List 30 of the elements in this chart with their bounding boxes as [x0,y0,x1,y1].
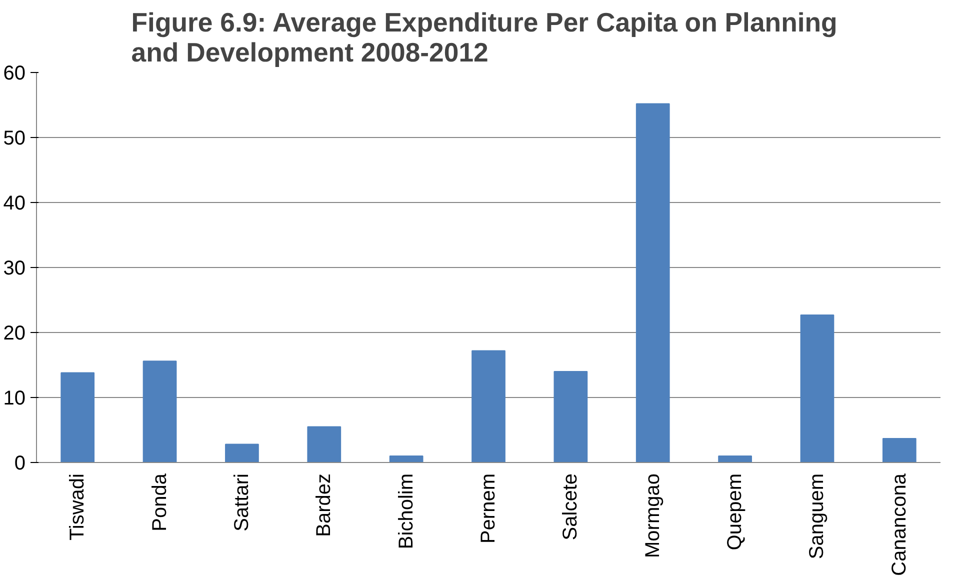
x-tick-label: Pernem [478,474,500,544]
y-tick-label: 10 [3,388,26,410]
bar [800,314,834,462]
y-tick-label: 30 [3,258,26,280]
x-tick-label: Tiswadi [66,473,89,541]
y-tick-label: 50 [3,128,26,150]
chart-title: Figure 6.9: Average Expenditure Per Capita on Planning and Development 2008-2012 [131,8,838,68]
x-tick-label: Ponda [148,472,171,532]
y-tick-label: 40 [3,192,26,214]
bar [636,103,670,462]
x-tick-label: Bicholim [395,474,418,550]
y-tick-label: 0 [14,452,26,474]
bar [307,426,342,462]
y-tick-label: 20 [3,322,26,344]
bar [225,444,259,462]
x-tick-label: Mormgao [642,473,664,558]
bar [60,372,95,462]
x-tick-label: Quepem [724,473,746,550]
x-tick-label: Sanguem [806,473,828,560]
bar [142,360,177,462]
x-tick-label: Sattari [230,473,253,532]
bar [389,456,424,462]
x-tick-label: Canancona [888,472,910,576]
x-tick-label: Salcete [560,473,582,540]
bar [472,350,506,462]
bar [718,456,752,462]
x-tick-label: Bardez [313,473,336,537]
bar [882,438,916,462]
bar [554,371,588,462]
y-tick-label: 60 [3,62,26,84]
